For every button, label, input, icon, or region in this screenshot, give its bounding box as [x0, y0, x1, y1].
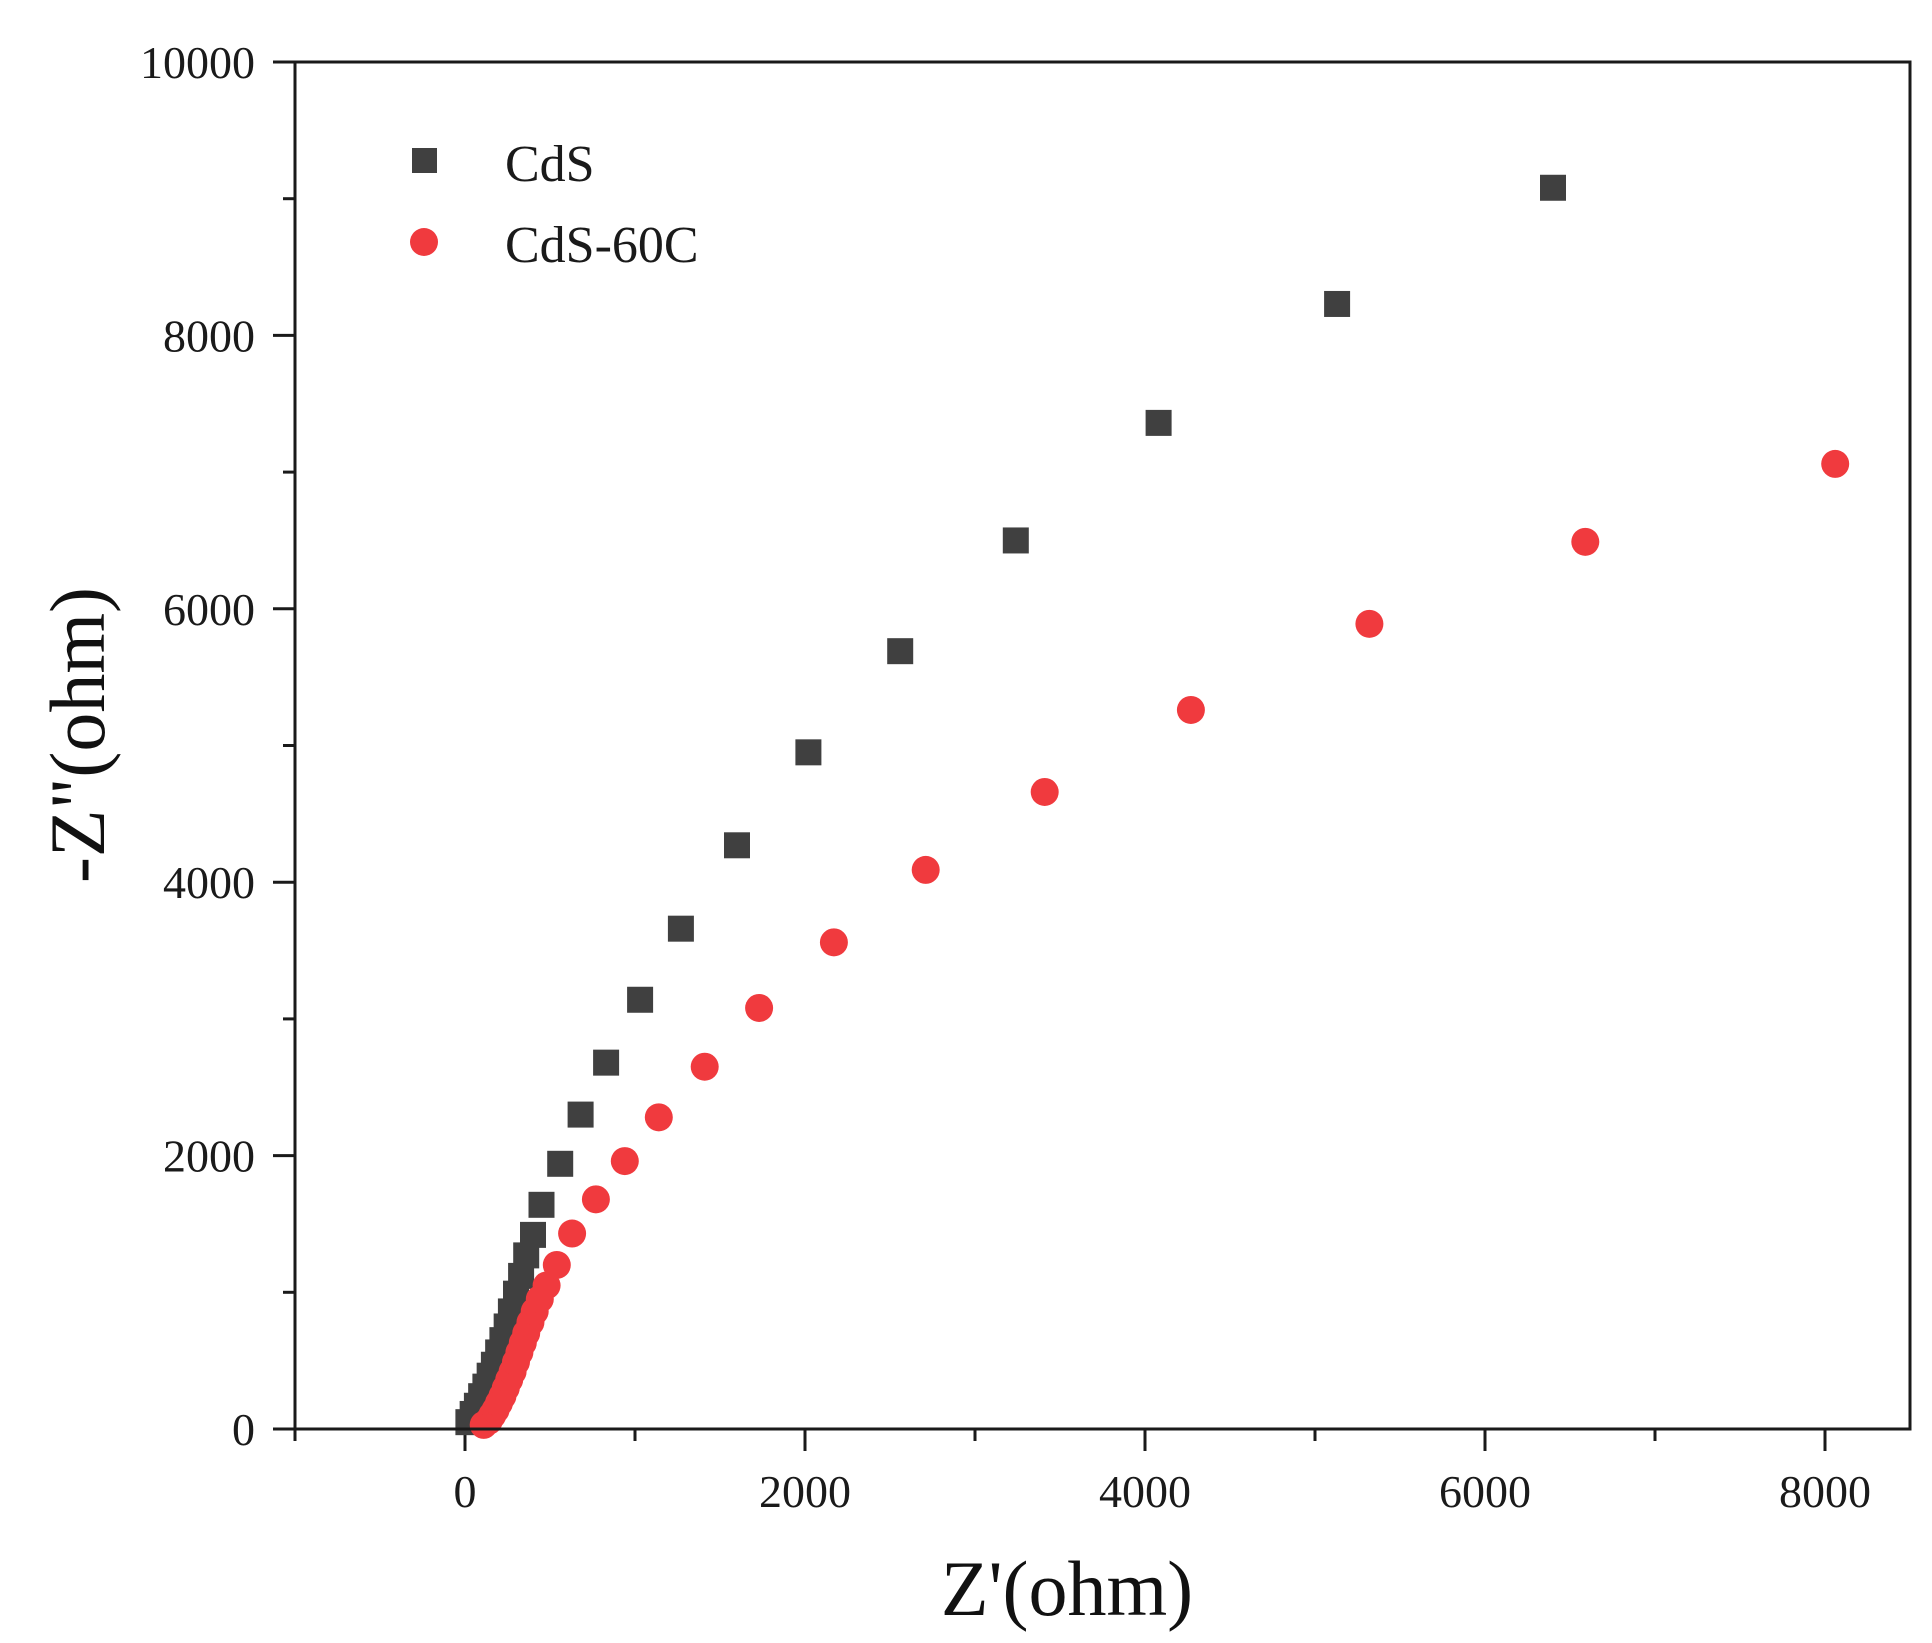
data-point-square [795, 739, 822, 766]
x-tick-labels: 0 2000 4000 6000 8000 [454, 1466, 1872, 1517]
legend-label-cds: CdS [505, 136, 595, 193]
data-point-square [520, 1221, 546, 1248]
x-tick-label: 8000 [1779, 1466, 1871, 1517]
y-tick-label: 4000 [163, 857, 255, 908]
data-point-circle [911, 855, 940, 884]
data-point-square [1324, 290, 1351, 317]
y-tick-label: 0 [232, 1404, 255, 1455]
legend-item-cds: CdS [412, 136, 595, 193]
data-point-square [1540, 174, 1566, 201]
x-axis-label: Z'(ohm) [941, 1545, 1193, 1632]
data-point-square [627, 986, 654, 1013]
data-point-square [567, 1101, 594, 1128]
data-point-square [887, 638, 914, 665]
x-tick-label: 4000 [1099, 1466, 1191, 1517]
series-cds-60c [469, 449, 1850, 1439]
legend-label-cds-60c: CdS-60C [505, 217, 699, 274]
legend-marker-cds [412, 148, 437, 173]
series-cds [455, 174, 1566, 1436]
data-point-circle [558, 1219, 587, 1248]
legend-marker-cds-60c [410, 228, 438, 256]
y-tick-label: 2000 [163, 1131, 255, 1182]
data-point-circle [1030, 777, 1059, 806]
data-point-square [593, 1049, 620, 1076]
data-point-circle [542, 1250, 571, 1279]
x-tick-label: 0 [454, 1466, 477, 1517]
y-tick-label: 6000 [163, 584, 255, 635]
plot-frame [293, 60, 1912, 1431]
legend-item-cds-60c: CdS-60C [410, 217, 699, 274]
data-point-square [667, 915, 694, 942]
data-point-circle [1571, 527, 1600, 556]
y-axis-label: -Z"(ohm) [34, 587, 121, 883]
data-point-square [528, 1191, 555, 1218]
data-point-circle [819, 928, 848, 957]
legend: CdS CdS-60C [410, 136, 699, 274]
y-tick-label: 10000 [140, 37, 255, 88]
data-point-square [724, 832, 750, 859]
data-point-square [1002, 527, 1029, 554]
data-point-circle [1355, 609, 1384, 638]
y-tick-labels: 0 2000 4000 6000 8000 10000 [140, 37, 255, 1455]
data-point-circle [1176, 695, 1205, 724]
data-point-circle [745, 993, 774, 1022]
minor-ticks [283, 197, 1657, 1441]
data-point-circle [610, 1147, 639, 1176]
data-point-circle [1821, 449, 1850, 478]
data-point-circle [581, 1185, 610, 1214]
x-tick-label: 2000 [759, 1466, 851, 1517]
y-tick-label: 8000 [163, 310, 255, 361]
x-tick-label: 6000 [1439, 1466, 1531, 1517]
data-point-circle [690, 1052, 719, 1081]
series-layer [455, 174, 1850, 1439]
data-point-circle [644, 1103, 673, 1132]
data-point-square [547, 1150, 574, 1177]
data-point-square [1145, 409, 1172, 436]
